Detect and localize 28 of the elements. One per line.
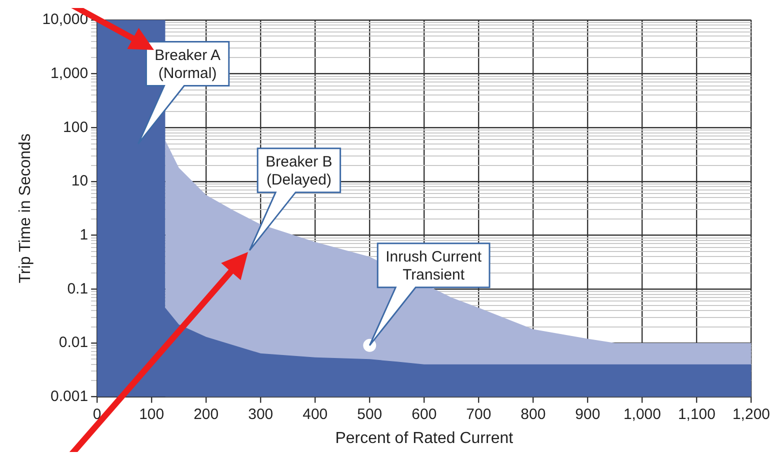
x-tick-label: 300 bbox=[248, 406, 274, 423]
y-tick-label: 1 bbox=[80, 226, 88, 244]
annotation: Inrush Current Transient bbox=[386, 248, 482, 284]
y-tick-label: 0.1 bbox=[67, 280, 88, 298]
y-tick-label: 100 bbox=[63, 118, 88, 136]
y-tick-label: 0.01 bbox=[58, 334, 88, 352]
y-tick-label: 10 bbox=[71, 172, 88, 190]
x-tick-label: 100 bbox=[139, 406, 164, 423]
y-axis-title: Trip Time in Seconds bbox=[17, 134, 34, 284]
x-tick-label: 0 bbox=[92, 406, 102, 423]
y-tick-label: 10,000 bbox=[42, 11, 88, 28]
x-tick-label: 200 bbox=[194, 406, 219, 423]
x-tick-label: 600 bbox=[412, 406, 437, 423]
x-tick-label: 1,200 bbox=[732, 406, 770, 423]
y-tick-label: 0.001 bbox=[50, 388, 88, 405]
x-tick-label: 1,000 bbox=[623, 406, 661, 423]
x-tick-label: 700 bbox=[466, 406, 492, 423]
x-tick-label: 1,100 bbox=[678, 406, 716, 423]
x-tick-label: 400 bbox=[302, 406, 328, 423]
callout-box: Breaker A (Normal) bbox=[137, 41, 230, 145]
callout-box: Breaker B (Delayed) bbox=[248, 148, 342, 252]
x-tick-label: 500 bbox=[357, 406, 382, 423]
callout-box: Inrush Current Transient bbox=[368, 242, 490, 346]
x-tick-label: 800 bbox=[520, 406, 546, 423]
x-tick-label: 900 bbox=[575, 406, 600, 423]
y-tick-label: 1,000 bbox=[50, 64, 88, 82]
x-axis-title: Percent of Rated Current bbox=[335, 430, 514, 447]
series-label: Breaker A (Normal) bbox=[154, 46, 221, 82]
